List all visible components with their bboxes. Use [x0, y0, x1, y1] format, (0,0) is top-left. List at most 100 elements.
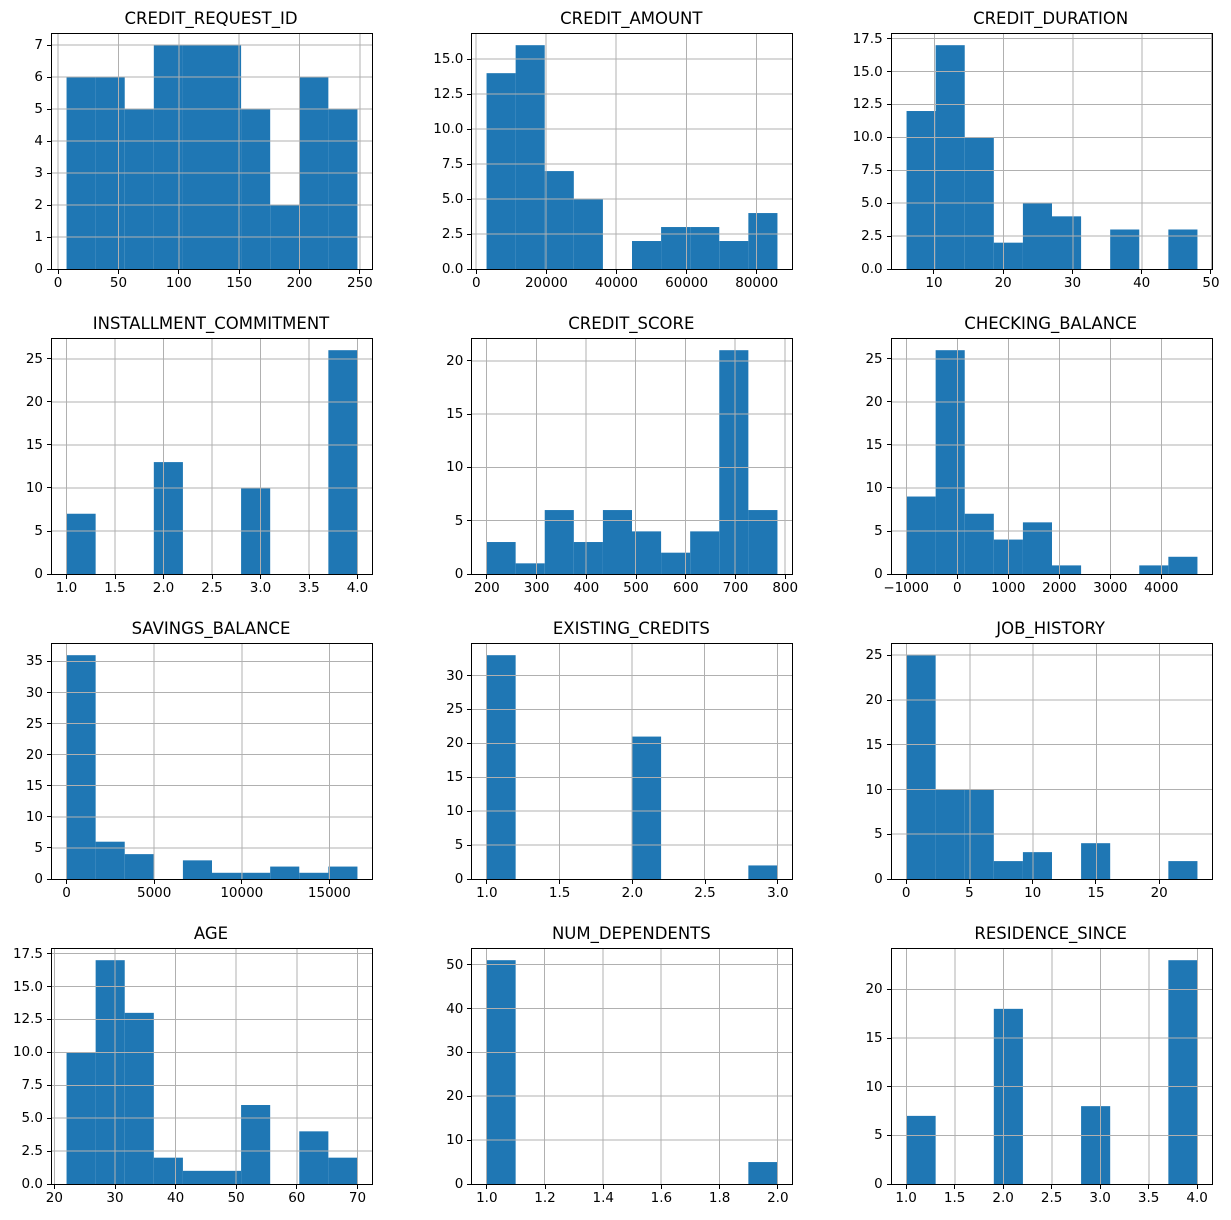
- hist-bar: [935, 350, 965, 574]
- y-tick-label: 7.5: [21, 1077, 43, 1094]
- x-tick-mark: [299, 270, 300, 274]
- y-tick-label: 15: [865, 436, 883, 453]
- histogram-cell: CREDIT_AMOUNT 0 20000 40000 60000 80000 0.0 2.…: [410, 0, 820, 305]
- y-tick-mark: [467, 1008, 472, 1009]
- y-tick-mark: [467, 466, 472, 468]
- x-tick-label: 3.5: [298, 580, 320, 596]
- y-tick-label: 10: [865, 479, 883, 496]
- hist-bar: [515, 45, 546, 269]
- hist-bar: [1168, 960, 1198, 1184]
- axes: [890, 33, 1213, 270]
- y-tick-mark: [47, 785, 51, 787]
- axes: [471, 948, 794, 1185]
- x-tick-label: 3.0: [767, 885, 789, 901]
- hist-bar: [748, 865, 778, 879]
- y-tick-label: 7: [34, 37, 43, 54]
- x-tick-label: 4000: [1144, 580, 1179, 596]
- y-tick-mark: [47, 953, 51, 955]
- hist-bar: [632, 736, 662, 879]
- plot-canvas: [472, 644, 793, 879]
- x-tick-label: 50: [1202, 275, 1220, 291]
- y-tick-label: 5.0: [441, 191, 464, 208]
- x-tick-label: 1.8: [708, 1190, 731, 1206]
- hist-bar: [748, 510, 778, 574]
- hist-bar: [241, 109, 271, 269]
- y-tick-mark: [467, 573, 472, 575]
- y-tick-mark: [467, 878, 472, 880]
- hist-bar: [241, 872, 271, 879]
- x-tick-mark: [559, 880, 561, 884]
- y-tick-label: 3: [34, 165, 43, 182]
- x-tick-mark: [163, 575, 164, 579]
- y-tick-label: 15.0: [433, 51, 464, 68]
- x-tick-mark: [328, 880, 330, 884]
- y-tick-label: 0: [874, 1176, 883, 1192]
- hist-bar: [603, 510, 633, 574]
- axes: [471, 338, 794, 575]
- y-tick-label: 15: [25, 777, 43, 794]
- y-tick-mark: [467, 520, 472, 522]
- subplot-title: CREDIT_SCORE: [568, 314, 695, 333]
- x-tick-mark: [486, 880, 488, 884]
- y-tick-label: 15: [865, 1030, 883, 1046]
- y-tick-label: 50: [446, 956, 464, 973]
- y-tick-label: 10.0: [433, 121, 464, 138]
- y-tick-mark: [467, 776, 472, 778]
- hist-bar: [328, 350, 358, 574]
- histogram-cell: CHECKING_BALANCE −1000 0 1000 2000 3000 4000 0…: [821, 305, 1231, 610]
- histogram-cell: RESIDENCE_SINCE 1.0 1.5 2.0 2.5 3.0 3.5 4.0 0 5 1…: [821, 915, 1231, 1220]
- y-tick-label: 6: [34, 69, 43, 86]
- y-tick-label: 5: [454, 837, 464, 854]
- y-tick-mark: [886, 833, 891, 835]
- y-tick-mark: [886, 530, 891, 532]
- y-tick-mark: [47, 878, 51, 880]
- histogram-cell: CREDIT_REQUEST_ID 0 50 100 150 200 250 0 1 2 3 4 5 6…: [0, 0, 410, 305]
- y-tick-mark: [886, 1037, 891, 1039]
- y-tick-label: 12.5: [852, 96, 883, 113]
- x-tick-label: 800: [772, 580, 799, 596]
- y-tick-mark: [47, 573, 51, 575]
- hist-bar: [95, 841, 125, 879]
- y-tick-label: 0.0: [441, 261, 464, 277]
- histogram-cell: AGE 20 30 40 50 60 70 0.0 2.5 5.0 7.5 10.0 12.5 15.0…: [0, 915, 410, 1220]
- x-tick-mark: [631, 880, 633, 884]
- hist-bar: [212, 45, 242, 269]
- x-tick-mark: [635, 575, 637, 579]
- x-tick-mark: [114, 575, 116, 579]
- axes: [51, 33, 373, 270]
- hist-bar: [690, 227, 720, 269]
- y-tick-mark: [886, 38, 891, 40]
- x-tick-label: 50: [109, 275, 128, 291]
- y-tick-label: 1: [34, 229, 43, 245]
- subplot-title: CHECKING_BALANCE: [964, 314, 1137, 333]
- x-tick-mark: [686, 270, 688, 274]
- y-tick-mark: [467, 675, 472, 676]
- x-tick-label: 5: [965, 885, 974, 901]
- x-tick-label: 30: [1063, 275, 1082, 291]
- y-tick-label: 2.5: [441, 226, 464, 242]
- y-tick-mark: [467, 810, 472, 812]
- hist-bar: [661, 227, 691, 269]
- x-tick-label: 2.5: [201, 580, 223, 596]
- plot-canvas: [472, 339, 793, 574]
- hist-bar: [906, 496, 936, 574]
- hist-bar: [486, 73, 516, 269]
- hist-bar: [748, 1162, 778, 1184]
- y-tick-label: 5.0: [861, 195, 883, 212]
- plot-canvas: [891, 34, 1212, 270]
- histogram-cell: INSTALLMENT_COMMITMENT 1.0 1.5 2.0 2.5 3.0 3.…: [0, 305, 410, 610]
- y-tick-mark: [47, 1117, 51, 1119]
- x-tick-mark: [756, 270, 758, 274]
- hist-bar: [241, 1105, 271, 1184]
- axes: [471, 643, 794, 880]
- x-tick-mark: [486, 1185, 488, 1189]
- y-tick-mark: [47, 444, 51, 446]
- x-tick-label: 70: [348, 1190, 367, 1206]
- x-tick-label: 20: [994, 275, 1012, 291]
- x-tick-label: 10: [925, 275, 943, 291]
- x-tick-label: 3000: [1093, 580, 1128, 596]
- y-tick-mark: [467, 58, 472, 60]
- x-tick-label: 2.5: [694, 885, 716, 901]
- x-tick-label: 0: [53, 275, 63, 291]
- y-tick-mark: [886, 202, 891, 204]
